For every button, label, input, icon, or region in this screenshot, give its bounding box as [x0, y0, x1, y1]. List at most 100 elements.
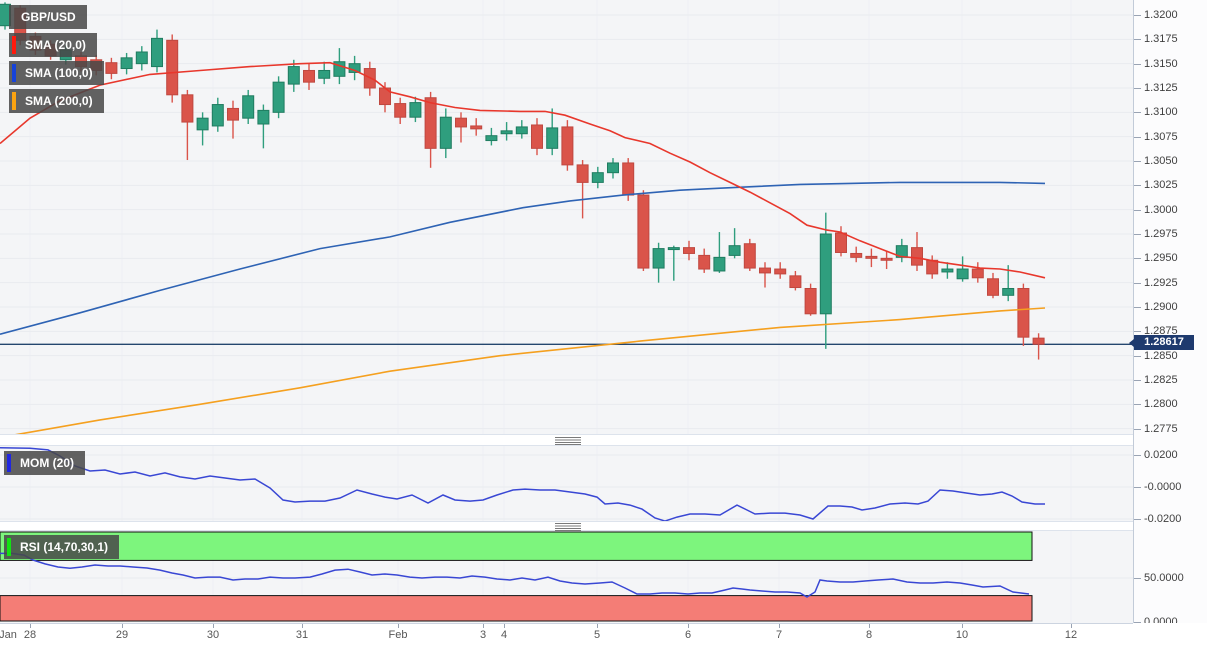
candle: [196, 112, 209, 146]
candle: [303, 63, 315, 90]
time-axis-tick: [962, 624, 963, 628]
mom-line: [0, 447, 1045, 522]
price-axis-tick: [1134, 331, 1141, 332]
price-axis-label: 1.2775: [1144, 423, 1178, 435]
price-axis-tick: [1134, 307, 1141, 308]
candle: [546, 108, 559, 156]
price-axis-tick: [1134, 404, 1141, 405]
time-axis-tick: [213, 624, 214, 628]
price-axis-label: 1.2925: [1144, 277, 1178, 289]
time-axis-label: 30: [206, 629, 220, 641]
price-axis[interactable]: 1.3200 1.3175 1.3150 1.3125 1.3100 1.3075 1.30…: [1133, 0, 1207, 648]
time-axis-label: 5: [593, 629, 601, 641]
sma20-label: SMA (20,0): [25, 38, 86, 52]
candles-layer: [0, 2, 1045, 360]
candle: [941, 262, 954, 279]
price-axis-tick: [1134, 210, 1141, 211]
rsi-axis-tick: [1134, 578, 1141, 579]
candle: [713, 232, 726, 273]
candle: [576, 160, 589, 219]
legend-mom[interactable]: MOM (20): [4, 451, 85, 475]
overlay-sma200: [0, 307, 1046, 439]
candle: [272, 76, 285, 119]
candle: [227, 100, 239, 139]
price-axis-tick: [1134, 15, 1141, 16]
candle: [789, 270, 802, 291]
legend-rsi[interactable]: RSI (14,70,30,1): [4, 535, 120, 559]
rsi-color-swatch: [7, 538, 11, 556]
overlay-sma100: [0, 181, 1046, 335]
candle: [500, 122, 513, 141]
candle: [151, 29, 163, 73]
price-axis-label: 1.3050: [1144, 155, 1178, 167]
legend-sma200[interactable]: SMA (200,0): [9, 89, 104, 113]
candle: [759, 262, 771, 288]
price-axis-label: 1.2850: [1144, 350, 1178, 362]
time-axis-tick: [30, 624, 31, 628]
legend-sma100[interactable]: SMA (100,0): [9, 61, 104, 85]
mom-axis-label: 0.0200: [1144, 449, 1178, 461]
candle: [211, 97, 224, 132]
time-axis-label: 10: [955, 629, 969, 641]
candle: [1017, 283, 1030, 346]
panel-divider-mom[interactable]: [0, 434, 1133, 446]
candle: [911, 232, 923, 271]
price-axis-label: 1.2900: [1144, 301, 1178, 313]
candle: [561, 120, 574, 171]
candle: [242, 89, 255, 125]
candle: [774, 262, 787, 279]
price-axis-tick: [1134, 356, 1141, 357]
time-axis-label: 28: [23, 629, 37, 641]
price-axis-label: 1.2875: [1144, 325, 1178, 337]
chart-canvas[interactable]: [0, 0, 1133, 648]
candle: [637, 190, 650, 271]
candle: [743, 238, 756, 271]
time-axis-label: 31: [295, 629, 309, 641]
time-axis-tick: [1071, 624, 1072, 628]
panel-resize-handle-icon[interactable]: [555, 523, 581, 531]
candle: [287, 59, 300, 92]
rsi-axis-label: 50.0000: [1144, 572, 1184, 584]
price-axis-label: 1.3125: [1144, 82, 1178, 94]
price-axis-tick: [1134, 161, 1141, 162]
mom-axis-label: -0.0200: [1144, 513, 1182, 525]
time-axis-tick: [398, 624, 399, 628]
time-axis[interactable]: Jan 28 29 30 31 Feb 3 4 5 6 7 8 10 12: [0, 623, 1207, 648]
overlay-sma20: [0, 61, 1046, 279]
time-axis-label: Jan: [0, 629, 17, 641]
panel-divider-rsi[interactable]: [0, 521, 1133, 531]
price-axis-tick: [1134, 234, 1141, 235]
price-axis-label: 1.3150: [1144, 58, 1178, 70]
mom-axis-label: -0.0000: [1144, 481, 1182, 493]
price-axis-tick: [1134, 380, 1141, 381]
price-axis-label: 1.3200: [1144, 9, 1178, 21]
candle: [105, 57, 118, 80]
candle: [880, 250, 893, 270]
time-axis-label: 7: [775, 629, 783, 641]
candle: [1002, 265, 1015, 302]
time-axis-tick: [504, 624, 505, 628]
candle: [667, 245, 680, 281]
time-axis-tick: [483, 624, 484, 628]
candle: [166, 34, 179, 103]
legend-sma20[interactable]: SMA (20,0): [9, 33, 97, 57]
time-axis-label: 29: [115, 629, 129, 641]
current-price-badge: 1.28617: [1129, 335, 1194, 350]
panel-resize-handle-icon[interactable]: [555, 437, 581, 445]
rsi-oversold-band: [0, 595, 1033, 622]
sma100-color-swatch: [12, 64, 16, 82]
rsi-axis-tick: [1134, 622, 1141, 623]
time-axis-label: 6: [684, 629, 692, 641]
candle: [394, 97, 407, 125]
rsi-label: RSI (14,70,30,1): [20, 540, 109, 554]
candle: [607, 158, 619, 179]
panel-bg-0: [0, 0, 1133, 434]
candle: [804, 283, 817, 316]
time-axis-label: 8: [865, 629, 873, 641]
legend-symbol[interactable]: GBP/USD: [9, 5, 87, 29]
candle: [819, 212, 832, 349]
candle: [455, 112, 467, 143]
mom-color-swatch: [7, 454, 11, 472]
candle: [120, 52, 133, 75]
